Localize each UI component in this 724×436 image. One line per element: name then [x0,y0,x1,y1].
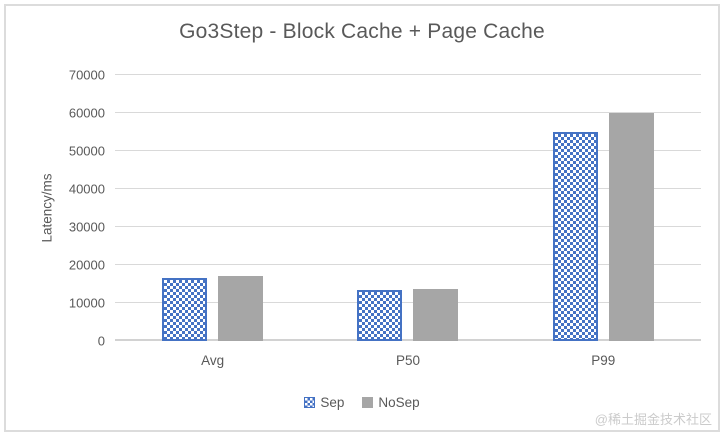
bar-group-p50 [310,75,505,341]
gridline [115,226,701,227]
legend-swatch-sep [304,397,316,408]
bar-nosep-p50 [413,289,459,341]
y-tick-label: 0 [97,333,105,349]
chart-title: Go3Step - Block Cache + Page Cache [179,20,545,43]
gridline [115,74,701,75]
legend-label-sep: Sep [320,395,345,410]
legend-item-sep: Sep [304,395,344,410]
legend-swatch-nosep [362,397,374,408]
x-axis-tick-labels: Avg P50 P99 [115,353,701,368]
x-tick-label-p99: P99 [591,353,616,368]
gridline [115,188,701,189]
y-tick-label: 60000 [68,105,105,121]
chart-frame [4,4,720,432]
gridline [115,150,701,151]
bar-sep-p99 [552,132,598,341]
x-tick-label-avg: Avg [201,353,225,368]
plot-area [115,74,701,341]
y-tick-label: 20000 [68,257,105,273]
x-axis-line [115,339,701,341]
legend: Sep NoSep [0,395,724,410]
bar-sep-p50 [357,290,403,341]
bar-sep-avg [162,278,208,341]
y-tick-label: 30000 [68,219,105,235]
x-tick-label-p50: P50 [395,353,420,368]
legend-label-nosep: NoSep [378,395,420,410]
bar-nosep-avg [218,276,264,341]
bar-group-avg [115,75,310,341]
y-axis-tick-labels: 0 10000 20000 30000 40000 50000 60000 70000 [28,68,105,349]
gridline [115,112,701,113]
y-tick-label: 10000 [68,295,105,311]
bar-group-p99 [506,75,701,341]
gridline [115,264,701,265]
y-tick-label: 70000 [68,67,105,83]
watermark-text: @稀土掘金技术社区 [594,412,712,427]
y-tick-label: 40000 [68,181,105,197]
legend-item-nosep: NoSep [362,395,420,410]
bar-nosep-p99 [608,113,654,341]
gridline [115,302,701,303]
y-tick-label: 50000 [68,143,105,159]
